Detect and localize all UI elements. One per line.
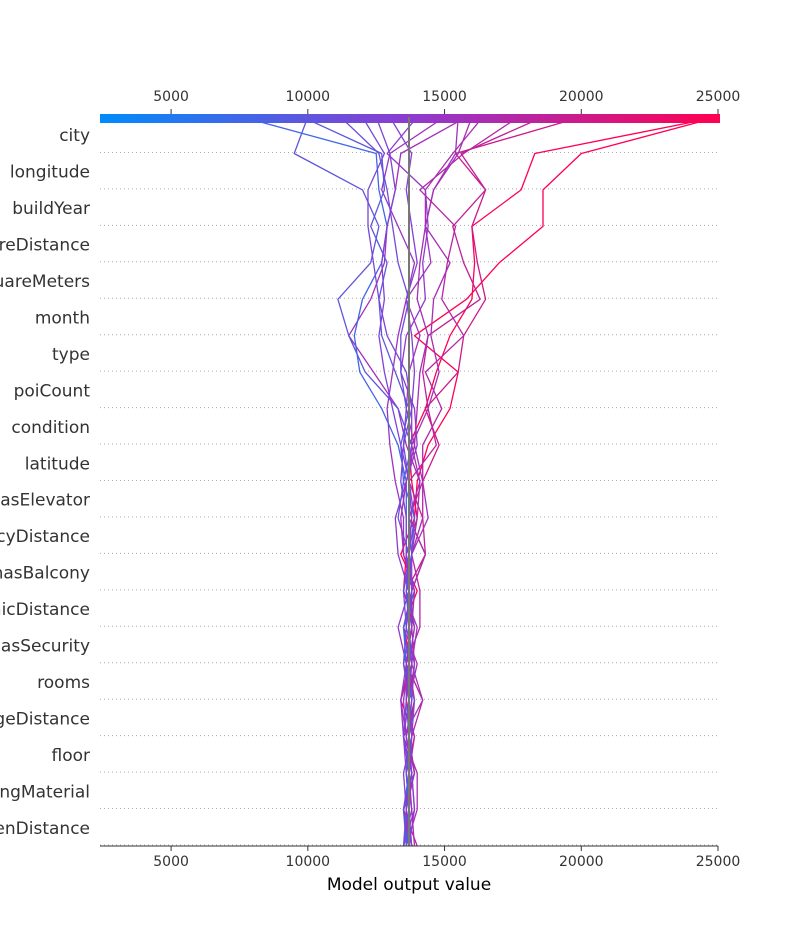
bottom-tick-label: 20000 [559,854,604,870]
top-tick-label: 20000 [559,89,604,105]
decision-line [400,116,473,847]
top-axis: 5000 10000 15000 20000 25000 [153,89,740,114]
feature-label: pharmacyDistance [0,527,90,547]
feature-label: centreDistance [0,236,90,256]
top-tick-label: 15000 [422,89,467,105]
feature-label: type [52,345,90,365]
decision-line [381,116,445,847]
feature-label: buildingMaterial [0,782,90,802]
decision-line [242,116,416,847]
decision-line [361,116,416,847]
top-tick-label: 10000 [286,89,331,105]
feature-label: condition [11,418,90,438]
top-tick-label: 5000 [153,89,189,105]
decision-line [293,116,413,847]
feature-label: month [35,308,90,328]
decision-line [402,116,719,847]
x-axis-title: Model output value [327,875,491,895]
decision-line [402,116,544,847]
feature-label: poiCount [14,381,91,401]
feature-label: longitude [10,163,90,183]
feature-labels: city longitude buildYear centreDistance squa… [0,126,90,839]
decision-line [400,116,719,847]
bottom-tick-label: 25000 [696,854,741,870]
feature-label: rooms [37,673,90,693]
decision-lines [242,116,719,847]
feature-label: buildYear [12,199,90,219]
bottom-tick-label: 10000 [286,854,331,870]
feature-label: city [59,126,90,146]
decision-line [386,116,429,847]
top-tick-label: 25000 [696,89,741,105]
feature-label: clinicDistance [0,600,90,620]
feature-label: kindergartenDistance [0,819,90,839]
feature-label: hasElevator [0,491,90,511]
decision-line [402,116,582,847]
decision-line [348,116,467,847]
bottom-axis: 5000 10000 15000 20000 25000 [100,845,741,870]
bottom-tick-label: 15000 [422,854,467,870]
feature-label: squareMeters [0,272,90,292]
feature-label: hasSecurity [0,637,90,657]
feature-label: hasBalcony [0,564,90,584]
decision-line [402,116,484,847]
bottom-tick-label: 5000 [153,854,189,870]
feature-label: collegeDistance [0,709,90,729]
feature-label: floor [52,746,91,766]
feature-label: latitude [25,454,90,474]
